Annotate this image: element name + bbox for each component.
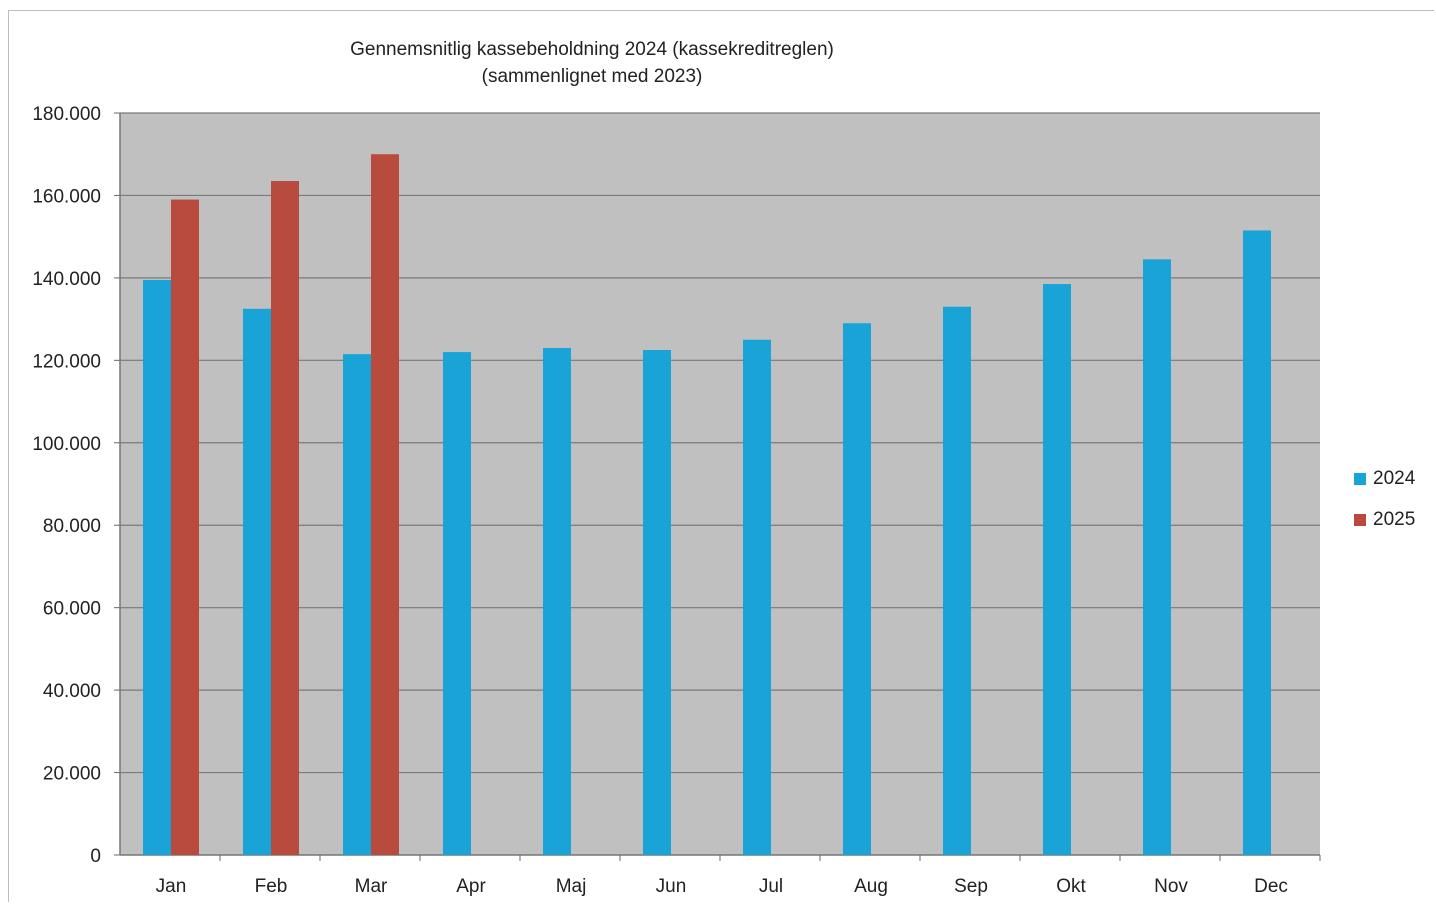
- plot-area: [120, 113, 1320, 855]
- y-tick-label: 20.000: [43, 764, 101, 785]
- bar-2024-jul: [743, 339, 771, 855]
- bar-2024-maj: [543, 347, 571, 855]
- bar-2024-mar: [343, 354, 371, 855]
- bar-2024-aug: [843, 323, 871, 855]
- bar-2025-mar: [371, 154, 399, 855]
- x-tick-label: Feb: [255, 876, 288, 897]
- chart-frame: [8, 10, 1434, 902]
- bar-2024-okt: [1043, 284, 1071, 855]
- bar-2024-jan: [143, 279, 171, 855]
- legend-item-2024: 2024: [1354, 466, 1415, 492]
- legend-label-2024: 2024: [1373, 468, 1416, 489]
- y-tick-label: 80.000: [43, 516, 101, 537]
- chart-title: Gennemsnitlig kassebeholdning 2024 (kass…: [350, 39, 834, 60]
- bar-2024-jun: [643, 350, 671, 855]
- y-tick-label: 180.000: [32, 104, 101, 125]
- legend-label-2025: 2025: [1373, 509, 1416, 530]
- bar-2024-apr: [443, 352, 471, 855]
- legend-swatch-2025: [1354, 514, 1366, 526]
- bar-2025-feb: [271, 181, 299, 855]
- legend-swatch-2024: [1354, 473, 1366, 485]
- legend: 2024 2025: [1354, 466, 1415, 548]
- x-tick-label: Mar: [355, 876, 388, 897]
- x-tick-label: Okt: [1056, 876, 1086, 897]
- x-tick-label: Apr: [456, 876, 486, 897]
- x-tick-label: Dec: [1254, 876, 1288, 897]
- y-tick-label: 60.000: [43, 599, 101, 620]
- x-tick-label: Jan: [156, 876, 187, 897]
- x-tick-label: Aug: [854, 876, 888, 897]
- bar-2024-feb: [243, 308, 271, 855]
- x-tick-label: Jun: [656, 876, 687, 897]
- y-tick-label: 0: [90, 846, 101, 867]
- x-tick-label: Nov: [1154, 876, 1188, 897]
- bar-2024-nov: [1143, 259, 1171, 856]
- legend-item-2025: 2025: [1354, 507, 1415, 533]
- chart-subtitle: (sammenlignet med 2023): [481, 66, 703, 87]
- x-tick-label: Maj: [556, 876, 587, 897]
- x-tick-label: Sep: [954, 876, 988, 897]
- bar-2024-sep: [943, 306, 971, 855]
- y-tick-label: 100.000: [32, 434, 101, 455]
- y-tick-label: 40.000: [43, 681, 101, 702]
- bar-2024-dec: [1243, 230, 1271, 855]
- bar-2025-jan: [171, 199, 199, 856]
- chart-title-block: Gennemsnitlig kassebeholdning 2024 (kass…: [292, 36, 892, 90]
- y-tick-label: 160.000: [32, 186, 101, 207]
- y-tick-label: 120.000: [32, 351, 101, 372]
- y-tick-label: 140.000: [32, 269, 101, 290]
- x-tick-label: Jul: [759, 876, 783, 897]
